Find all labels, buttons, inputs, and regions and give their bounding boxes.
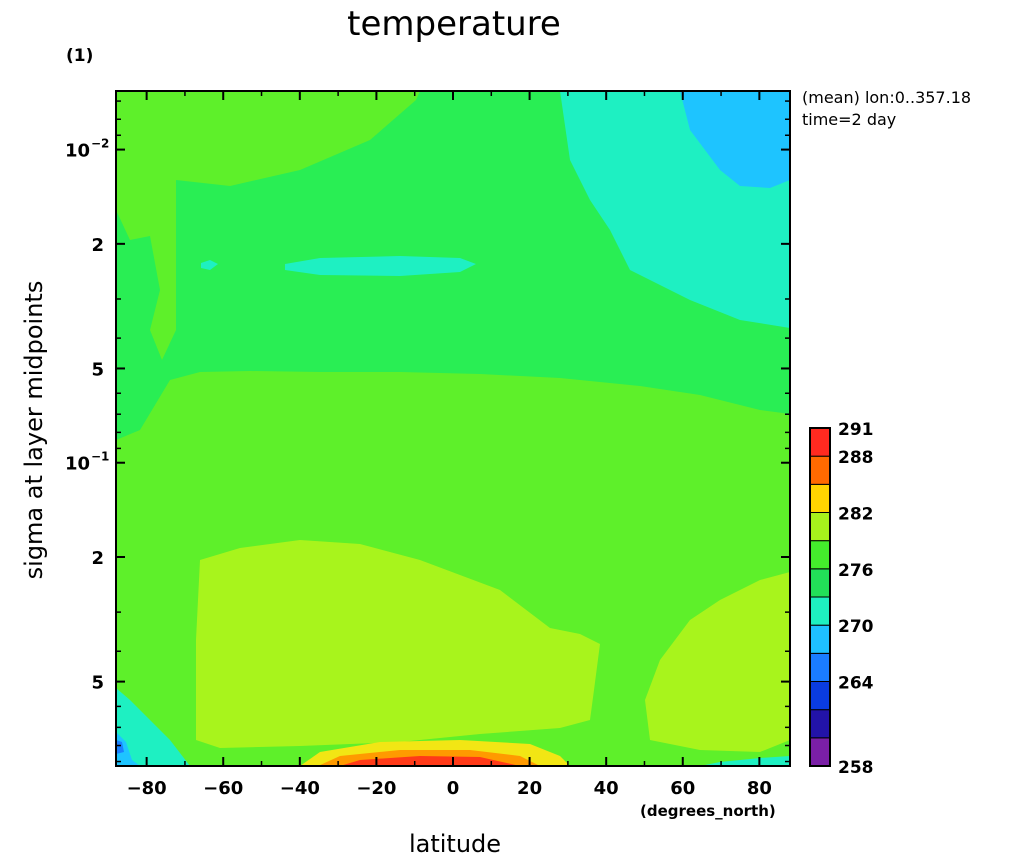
x-tick-label: −40 bbox=[280, 778, 320, 799]
contour-fill-upper-warm bbox=[116, 91, 176, 360]
x-tick-label: 60 bbox=[670, 778, 695, 799]
panel-label: (1) bbox=[66, 46, 94, 66]
x-tick-label: 40 bbox=[594, 778, 619, 799]
colorbar-tick-label: 264 bbox=[838, 674, 874, 694]
annotation-lon: (mean) lon:0..357.18 bbox=[802, 88, 972, 107]
y-tick-label: 5 bbox=[91, 359, 104, 380]
colorbar-segment bbox=[809, 483, 831, 514]
contour-fill-band-279-east bbox=[645, 572, 790, 752]
colorbar-segment bbox=[809, 709, 831, 739]
x-tick-label: −60 bbox=[203, 778, 243, 799]
y-tick-exponent: −1 bbox=[91, 450, 109, 464]
x-tick-label: 80 bbox=[747, 778, 772, 799]
colorbar-tick-label: 282 bbox=[838, 505, 874, 525]
chart-title: temperature bbox=[347, 4, 561, 44]
colorbar-tick-label: 276 bbox=[838, 561, 874, 581]
colorbar-segment bbox=[809, 568, 831, 598]
contour-fill-warm-surface-3 bbox=[340, 756, 520, 766]
y-tick-exponent: −2 bbox=[91, 137, 109, 151]
contour-fill-sw-cold-dot bbox=[116, 740, 124, 754]
colorbar-frame bbox=[809, 427, 831, 767]
contour-fill-cold-sw bbox=[116, 732, 140, 766]
colorbar-segment bbox=[809, 652, 831, 682]
x-tick-label: 0 bbox=[447, 778, 460, 799]
contour-fill-cool-blob bbox=[285, 256, 476, 276]
contour-fill-cold-ne bbox=[680, 91, 790, 188]
x-tick-label: 20 bbox=[517, 778, 542, 799]
x-tick-label: −20 bbox=[356, 778, 396, 799]
colorbar-segment bbox=[809, 540, 831, 570]
contour-fill-band-279 bbox=[196, 540, 600, 748]
colorbar-segment bbox=[809, 512, 831, 542]
contour-fill-cool-sw bbox=[116, 688, 190, 766]
colorbar-tick-label: 270 bbox=[838, 617, 874, 637]
colorbar-segment bbox=[809, 427, 831, 457]
y-tick-label: 5 bbox=[91, 673, 104, 694]
x-axis: −80 −60 −40 −20 0 20 40 60 80 bbox=[127, 91, 772, 799]
colorbar-segment bbox=[809, 681, 831, 711]
colorbar-tick-label: 291 bbox=[838, 420, 874, 440]
colorbar-segment bbox=[809, 596, 831, 626]
colorbar-tick-label: 258 bbox=[838, 758, 874, 778]
colorbar: 291 288 282 276 270 264 258 bbox=[809, 420, 874, 778]
y-tick-label: 2 bbox=[91, 548, 104, 569]
x-tick-label: −80 bbox=[127, 778, 167, 799]
y-tick-label: 2 bbox=[91, 235, 104, 256]
contour-field bbox=[116, 91, 790, 766]
colorbar-tick-label: 288 bbox=[838, 448, 874, 468]
x-axis-label: latitude bbox=[408, 830, 502, 858]
colorbar-segment bbox=[809, 737, 831, 767]
y-tick-label: 10 bbox=[65, 454, 90, 475]
colorbar-segment bbox=[809, 455, 831, 485]
y-tick-label: 10 bbox=[65, 141, 90, 162]
x-axis-unit: (degrees_north) bbox=[640, 802, 776, 820]
contour-fill-cool-se bbox=[700, 756, 790, 766]
colorbar-segment bbox=[809, 624, 831, 654]
annotation-time: time=2 day bbox=[802, 110, 897, 129]
contour-fill-top-warm bbox=[176, 91, 420, 186]
contour-fill-cool-blob-small bbox=[201, 260, 218, 270]
